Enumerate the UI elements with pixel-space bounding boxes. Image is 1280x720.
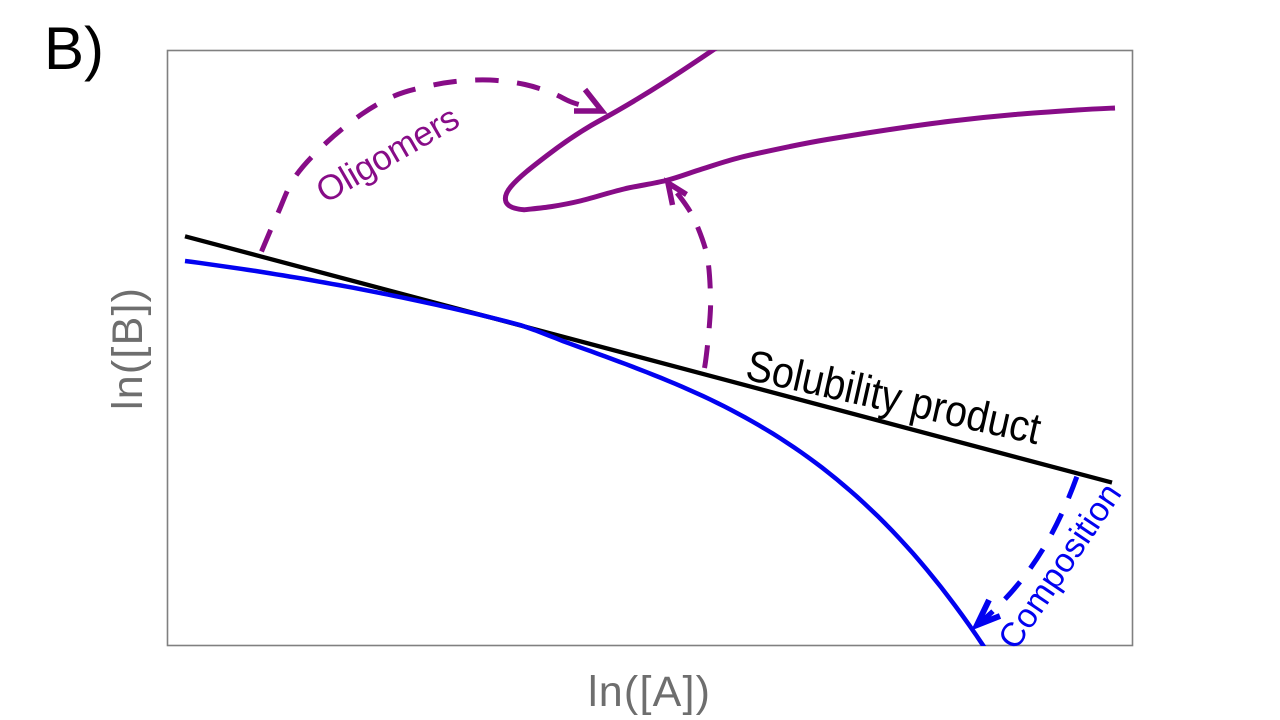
svg-text:ln([B]): ln([B]) [104, 288, 152, 410]
svg-text:Composition: Composition [991, 476, 1129, 656]
svg-text:Oligomers: Oligomers [310, 98, 466, 211]
svg-text:Solubility product: Solubility product [742, 341, 1045, 454]
svg-text:ln([A]): ln([A]) [588, 668, 710, 716]
